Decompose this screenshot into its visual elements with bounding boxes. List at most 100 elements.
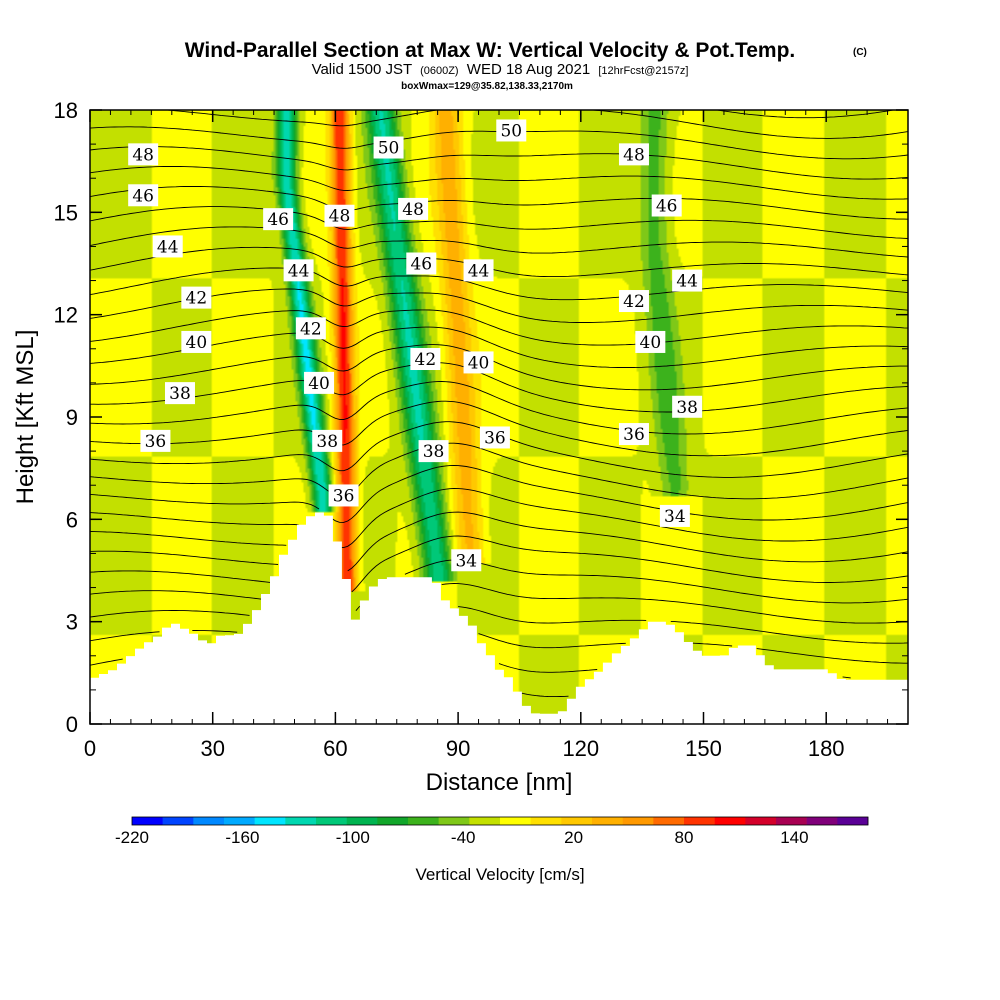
- isentrope-line: [90, 288, 908, 323]
- svg-text:48: 48: [329, 207, 351, 227]
- colorbar-swatch: [530, 817, 562, 825]
- potential-temperature-contours: [90, 110, 908, 698]
- svg-text:36: 36: [484, 428, 506, 448]
- contour-label: 50: [373, 136, 404, 159]
- isentrope-line: [90, 309, 908, 346]
- colorbar-label: 20: [564, 828, 583, 847]
- contour-label: 34: [659, 504, 690, 527]
- svg-text:42: 42: [300, 319, 322, 339]
- svg-text:38: 38: [169, 384, 191, 404]
- contour-label: 40: [304, 371, 335, 394]
- isentrope-line: [90, 658, 851, 679]
- colorbar-swatch: [622, 817, 654, 825]
- contour-label: 42: [410, 348, 441, 371]
- y-tick-label: 0: [66, 712, 78, 737]
- valid-time-line: Valid 1500 JST (0600Z) WED 18 Aug 2021 […: [312, 61, 689, 78]
- y-axis-title: Height [Kft MSL]: [12, 330, 39, 505]
- chart-title: Wind-Parallel Section at Max W: Vertical…: [185, 39, 796, 62]
- colorbar-swatch: [592, 817, 623, 825]
- isentrope-line: [90, 246, 908, 278]
- colorbar-swatch: [500, 817, 531, 825]
- vertical-velocity-field: [90, 110, 908, 724]
- contour-label: 40: [463, 351, 494, 374]
- contour-label: 42: [295, 317, 326, 340]
- colorbar-label: 140: [780, 828, 808, 847]
- contour-label: 36: [328, 484, 359, 507]
- colorbar-swatch: [684, 817, 715, 825]
- colorbar-swatch: [193, 817, 225, 825]
- x-tick-label: 120: [562, 736, 599, 761]
- isentrope-line: [90, 226, 908, 258]
- svg-text:38: 38: [316, 432, 338, 452]
- contour-label: 44: [672, 269, 703, 292]
- svg-text:36: 36: [623, 425, 645, 445]
- colorbar-swatch: [285, 817, 317, 825]
- y-tick-label: 9: [66, 405, 78, 430]
- valid-utc: (0600Z): [420, 65, 459, 77]
- svg-text:40: 40: [640, 333, 662, 353]
- isentrope-line: [90, 583, 908, 624]
- colorbar-label: 80: [675, 828, 694, 847]
- svg-text:40: 40: [308, 374, 330, 394]
- colorbar-swatch: [254, 817, 286, 825]
- svg-text:44: 44: [288, 261, 310, 281]
- contour-label: 38: [164, 382, 195, 405]
- colorbar-swatch: [162, 817, 194, 825]
- contour-label: 46: [406, 252, 437, 275]
- isentrope-line: [519, 692, 569, 698]
- colorbar-swatch: [408, 817, 439, 825]
- colorbar: -220 -160 -100 -40 20 80 140: [115, 816, 869, 847]
- contour-label: 44: [463, 259, 494, 282]
- contour-label: 44: [283, 259, 314, 282]
- y-tick-label: 15: [54, 200, 78, 225]
- isentrope-line: [90, 400, 908, 457]
- contour-label: 48: [398, 197, 429, 220]
- colorbar-swatch: [776, 817, 807, 825]
- svg-text:48: 48: [402, 200, 424, 220]
- isentrope-line: [90, 186, 908, 220]
- colorbar-swatch: [316, 817, 347, 825]
- colorbar-title: Vertical Velocity [cm/s]: [415, 865, 584, 884]
- svg-text:42: 42: [186, 289, 208, 309]
- isentrope-line: [90, 381, 908, 435]
- x-tick-label: 0: [84, 736, 96, 761]
- colorbar-label: -40: [451, 828, 476, 847]
- contour-label: 36: [618, 423, 649, 446]
- contour-label: 46: [651, 194, 682, 217]
- valid-prefix: Valid 1500 JST: [312, 61, 412, 78]
- y-tick-label: 3: [66, 610, 78, 635]
- x-tick-label: 60: [323, 736, 347, 761]
- x-axis-title: Distance [nm]: [426, 769, 573, 796]
- colorbar-swatch: [469, 817, 501, 825]
- svg-text:38: 38: [423, 442, 445, 462]
- y-tick-label: 18: [54, 98, 78, 123]
- isentrope-line: [90, 488, 908, 549]
- box-info-line: boxWmax=129@35.82,138.33,2170m: [401, 81, 573, 92]
- contour-label: 44: [152, 235, 183, 258]
- isentrope-line: [90, 535, 908, 593]
- contour-label: 40: [181, 330, 212, 353]
- svg-text:46: 46: [656, 197, 678, 217]
- isentrope-line: [714, 110, 897, 119]
- x-tick-label: 30: [200, 736, 224, 761]
- isentrope-line: [90, 630, 908, 664]
- colorbar-swatch: [346, 817, 378, 825]
- svg-text:48: 48: [132, 145, 154, 165]
- colorbar-swatch: [224, 817, 255, 825]
- svg-text:44: 44: [157, 237, 179, 257]
- svg-text:46: 46: [132, 186, 154, 206]
- svg-text:42: 42: [623, 292, 645, 312]
- valid-date: WED 18 Aug 2021: [467, 61, 590, 78]
- svg-text:42: 42: [415, 350, 437, 370]
- colorbar-label: -160: [225, 828, 259, 847]
- contour-label: 36: [479, 426, 510, 449]
- forecast-tag: [12hrFcst@2157z]: [598, 65, 688, 77]
- colorbar-swatch: [561, 817, 593, 825]
- colorbar-label: -100: [336, 828, 370, 847]
- contour-label: 42: [618, 290, 649, 313]
- svg-text:44: 44: [676, 272, 698, 292]
- y-tick-label: 6: [66, 507, 78, 532]
- contour-label: 40: [635, 330, 666, 353]
